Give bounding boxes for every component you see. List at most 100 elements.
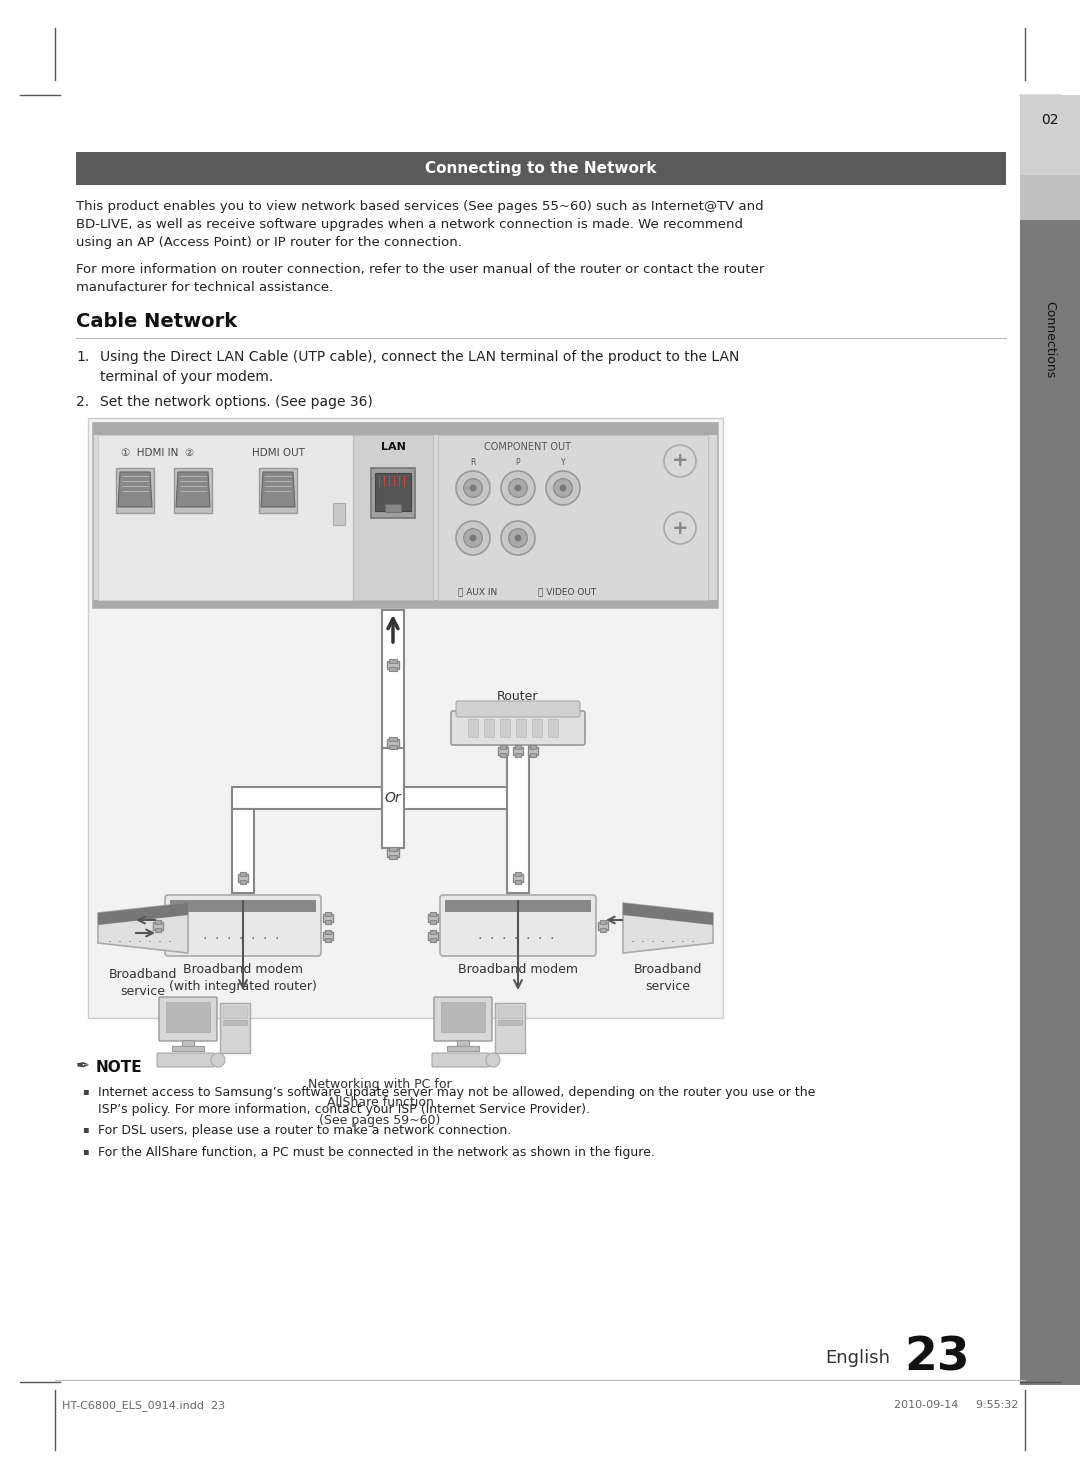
Text: .: . [538,927,542,942]
FancyBboxPatch shape [507,742,529,787]
Text: Networking with PC for
AllShare function
(See pages 59~60): Networking with PC for AllShare function… [308,1078,451,1127]
FancyBboxPatch shape [238,874,248,881]
FancyBboxPatch shape [530,753,536,757]
Circle shape [456,521,490,555]
FancyBboxPatch shape [325,913,330,916]
FancyBboxPatch shape [498,747,508,754]
Text: LAN: LAN [380,442,405,453]
FancyBboxPatch shape [389,660,397,663]
FancyBboxPatch shape [325,938,330,942]
Text: ▪: ▪ [82,1146,89,1157]
FancyBboxPatch shape [468,719,478,737]
Text: Internet access to Samsung’s software update server may not be allowed, dependin: Internet access to Samsung’s software up… [98,1086,815,1117]
FancyBboxPatch shape [600,920,606,924]
FancyBboxPatch shape [600,927,606,932]
Text: Connections: Connections [1043,302,1056,379]
Circle shape [509,479,527,497]
FancyBboxPatch shape [172,1046,204,1052]
FancyBboxPatch shape [387,661,399,669]
Polygon shape [118,472,152,507]
FancyBboxPatch shape [532,719,542,737]
Text: Ⓡ AUX IN: Ⓡ AUX IN [458,587,497,596]
Text: Y: Y [561,458,565,467]
Circle shape [456,470,490,504]
Text: .: . [168,932,172,945]
Text: .: . [526,927,530,942]
Text: 2010-09-14     9:55:32: 2010-09-14 9:55:32 [893,1401,1018,1409]
Circle shape [546,470,580,504]
FancyBboxPatch shape [457,1040,469,1049]
FancyBboxPatch shape [232,809,254,893]
Circle shape [211,1053,225,1066]
Text: For the AllShare function, a PC must be connected in the network as shown in the: For the AllShare function, a PC must be … [98,1146,654,1160]
FancyBboxPatch shape [153,921,163,930]
Text: Broadband
service: Broadband service [634,963,702,992]
FancyBboxPatch shape [507,742,529,893]
Text: For DSL users, please use a router to make a network connection.: For DSL users, please use a router to ma… [98,1124,511,1137]
Text: .: . [642,932,645,945]
Text: .: . [203,927,207,942]
Polygon shape [176,472,210,507]
Text: .: . [148,932,152,945]
FancyBboxPatch shape [495,1003,525,1053]
Circle shape [463,479,483,497]
FancyBboxPatch shape [500,745,507,748]
Circle shape [559,485,566,491]
Text: .: . [239,927,243,942]
Text: +: + [672,451,688,470]
Text: .: . [477,927,482,942]
FancyBboxPatch shape [382,787,518,809]
FancyBboxPatch shape [232,787,404,809]
Text: .: . [661,932,665,945]
Text: Or: Or [384,791,402,805]
FancyBboxPatch shape [515,873,521,876]
Text: .: . [681,932,685,945]
FancyBboxPatch shape [430,913,436,916]
FancyBboxPatch shape [498,1021,522,1025]
Text: 2.: 2. [76,395,90,410]
FancyBboxPatch shape [389,847,397,850]
Circle shape [463,528,483,547]
FancyBboxPatch shape [441,1001,485,1032]
FancyBboxPatch shape [220,1003,249,1053]
Text: NOTE: NOTE [96,1060,143,1075]
Text: ✒: ✒ [76,1057,90,1077]
FancyBboxPatch shape [387,740,399,747]
Text: .: . [502,927,507,942]
Circle shape [501,521,535,555]
Text: Broadband modem
(with integrated router): Broadband modem (with integrated router) [170,963,316,992]
FancyBboxPatch shape [156,927,161,932]
FancyBboxPatch shape [389,667,397,671]
Text: .: . [514,927,518,942]
FancyBboxPatch shape [93,600,718,608]
Text: 23: 23 [904,1336,970,1380]
FancyBboxPatch shape [438,435,708,600]
FancyBboxPatch shape [384,504,401,512]
FancyBboxPatch shape [498,1006,522,1018]
FancyBboxPatch shape [174,467,212,513]
Text: .: . [227,927,231,942]
FancyBboxPatch shape [515,745,521,748]
FancyBboxPatch shape [76,152,1005,185]
Text: Ⓛ VIDEO OUT: Ⓛ VIDEO OUT [538,587,596,596]
FancyBboxPatch shape [98,435,353,600]
Text: 1.: 1. [76,351,90,364]
FancyBboxPatch shape [430,930,436,935]
FancyBboxPatch shape [325,920,330,924]
Text: ①  HDMI IN  ②: ① HDMI IN ② [121,448,194,458]
FancyBboxPatch shape [515,880,521,884]
FancyBboxPatch shape [159,997,217,1041]
FancyBboxPatch shape [445,901,591,913]
Text: Broadband modem: Broadband modem [458,963,578,976]
Text: Broadband
service: Broadband service [109,967,177,998]
Text: Set the network options. (See page 36): Set the network options. (See page 36) [100,395,373,410]
Circle shape [470,485,476,491]
FancyBboxPatch shape [382,748,404,847]
Text: This product enables you to view network based services (See pages 55~60) such a: This product enables you to view network… [76,200,764,248]
Text: .: . [158,932,162,945]
FancyBboxPatch shape [528,747,538,754]
Text: .: . [138,932,141,945]
FancyBboxPatch shape [166,1001,210,1032]
FancyBboxPatch shape [165,895,321,955]
FancyBboxPatch shape [500,719,510,737]
